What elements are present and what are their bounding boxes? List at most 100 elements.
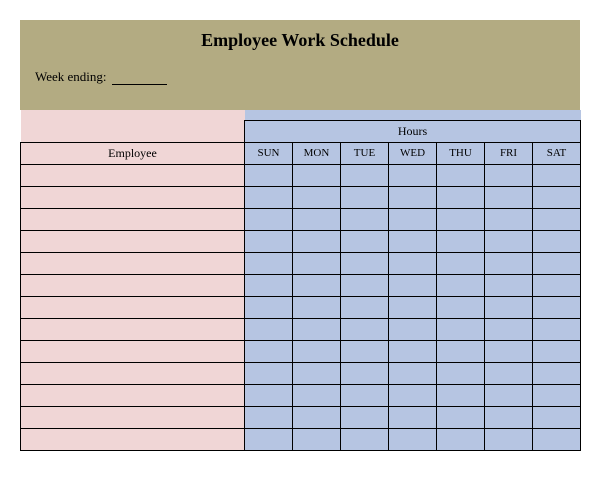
hours-cell[interactable] — [341, 384, 389, 406]
hours-cell[interactable] — [533, 296, 581, 318]
hours-cell[interactable] — [245, 318, 293, 340]
hours-cell[interactable] — [485, 296, 533, 318]
hours-cell[interactable] — [245, 428, 293, 450]
hours-cell[interactable] — [245, 208, 293, 230]
hours-cell[interactable] — [389, 384, 437, 406]
hours-cell[interactable] — [437, 384, 485, 406]
hours-cell[interactable] — [533, 340, 581, 362]
hours-cell[interactable] — [389, 362, 437, 384]
hours-cell[interactable] — [389, 230, 437, 252]
hours-cell[interactable] — [341, 428, 389, 450]
hours-cell[interactable] — [437, 428, 485, 450]
hours-cell[interactable] — [245, 406, 293, 428]
hours-cell[interactable] — [533, 384, 581, 406]
hours-cell[interactable] — [485, 274, 533, 296]
hours-cell[interactable] — [485, 186, 533, 208]
hours-cell[interactable] — [389, 252, 437, 274]
hours-cell[interactable] — [437, 186, 485, 208]
hours-cell[interactable] — [341, 362, 389, 384]
hours-cell[interactable] — [245, 274, 293, 296]
hours-cell[interactable] — [293, 340, 341, 362]
hours-cell[interactable] — [533, 274, 581, 296]
employee-cell[interactable] — [21, 318, 245, 340]
hours-cell[interactable] — [485, 318, 533, 340]
hours-cell[interactable] — [245, 252, 293, 274]
employee-cell[interactable] — [21, 252, 245, 274]
hours-cell[interactable] — [389, 318, 437, 340]
hours-cell[interactable] — [533, 186, 581, 208]
employee-cell[interactable] — [21, 164, 245, 186]
hours-cell[interactable] — [389, 164, 437, 186]
hours-cell[interactable] — [293, 230, 341, 252]
hours-cell[interactable] — [245, 186, 293, 208]
hours-cell[interactable] — [245, 164, 293, 186]
hours-cell[interactable] — [245, 296, 293, 318]
hours-cell[interactable] — [389, 296, 437, 318]
hours-cell[interactable] — [533, 164, 581, 186]
week-ending-input-line[interactable] — [112, 84, 167, 85]
hours-cell[interactable] — [341, 208, 389, 230]
hours-cell[interactable] — [437, 164, 485, 186]
hours-cell[interactable] — [533, 252, 581, 274]
hours-cell[interactable] — [341, 274, 389, 296]
hours-cell[interactable] — [341, 164, 389, 186]
hours-cell[interactable] — [437, 274, 485, 296]
hours-cell[interactable] — [437, 230, 485, 252]
hours-cell[interactable] — [293, 186, 341, 208]
employee-cell[interactable] — [21, 428, 245, 450]
hours-cell[interactable] — [293, 428, 341, 450]
employee-cell[interactable] — [21, 340, 245, 362]
hours-cell[interactable] — [437, 362, 485, 384]
hours-cell[interactable] — [245, 384, 293, 406]
hours-cell[interactable] — [293, 384, 341, 406]
hours-cell[interactable] — [485, 362, 533, 384]
hours-cell[interactable] — [533, 318, 581, 340]
hours-cell[interactable] — [533, 428, 581, 450]
hours-cell[interactable] — [293, 164, 341, 186]
hours-cell[interactable] — [437, 340, 485, 362]
hours-cell[interactable] — [485, 252, 533, 274]
hours-cell[interactable] — [485, 406, 533, 428]
hours-cell[interactable] — [341, 406, 389, 428]
hours-cell[interactable] — [533, 230, 581, 252]
hours-cell[interactable] — [293, 318, 341, 340]
hours-cell[interactable] — [341, 230, 389, 252]
hours-cell[interactable] — [485, 428, 533, 450]
hours-cell[interactable] — [389, 406, 437, 428]
hours-cell[interactable] — [389, 208, 437, 230]
hours-cell[interactable] — [437, 406, 485, 428]
hours-cell[interactable] — [293, 296, 341, 318]
hours-cell[interactable] — [293, 274, 341, 296]
hours-cell[interactable] — [245, 230, 293, 252]
employee-cell[interactable] — [21, 384, 245, 406]
hours-cell[interactable] — [389, 274, 437, 296]
hours-cell[interactable] — [485, 164, 533, 186]
hours-cell[interactable] — [389, 428, 437, 450]
employee-cell[interactable] — [21, 186, 245, 208]
hours-cell[interactable] — [533, 406, 581, 428]
hours-cell[interactable] — [389, 186, 437, 208]
hours-cell[interactable] — [485, 208, 533, 230]
hours-cell[interactable] — [389, 340, 437, 362]
hours-cell[interactable] — [437, 252, 485, 274]
hours-cell[interactable] — [437, 208, 485, 230]
hours-cell[interactable] — [437, 296, 485, 318]
employee-cell[interactable] — [21, 362, 245, 384]
hours-cell[interactable] — [533, 362, 581, 384]
hours-cell[interactable] — [245, 340, 293, 362]
employee-cell[interactable] — [21, 208, 245, 230]
hours-cell[interactable] — [485, 230, 533, 252]
hours-cell[interactable] — [485, 340, 533, 362]
hours-cell[interactable] — [245, 362, 293, 384]
hours-cell[interactable] — [437, 318, 485, 340]
hours-cell[interactable] — [293, 208, 341, 230]
hours-cell[interactable] — [341, 340, 389, 362]
hours-cell[interactable] — [293, 362, 341, 384]
employee-cell[interactable] — [21, 406, 245, 428]
hours-cell[interactable] — [485, 384, 533, 406]
hours-cell[interactable] — [293, 406, 341, 428]
hours-cell[interactable] — [293, 252, 341, 274]
hours-cell[interactable] — [341, 296, 389, 318]
employee-cell[interactable] — [21, 230, 245, 252]
hours-cell[interactable] — [341, 186, 389, 208]
